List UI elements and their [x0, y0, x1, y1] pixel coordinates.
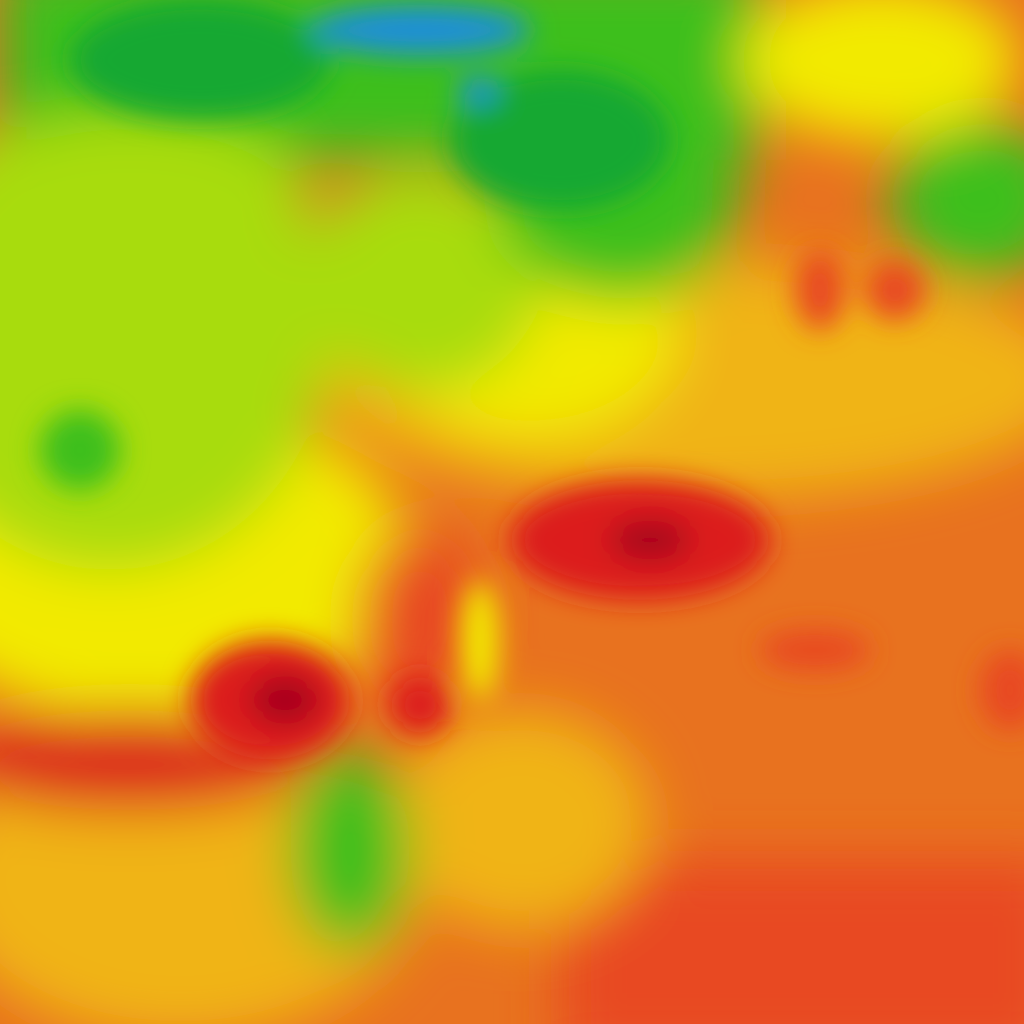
region-dark-red-sudan	[250, 675, 320, 725]
region-red-orange-arabian-sea	[760, 630, 870, 670]
region-green-east	[890, 120, 1024, 280]
region-dark-green-caspian	[450, 70, 670, 210]
region-red-orange-east	[980, 650, 1024, 730]
region-dark-green-north	[70, 0, 330, 120]
region-yellow-northeast	[740, 0, 1020, 140]
region-yellow-green-northwest	[0, 110, 310, 290]
region-blue-north	[310, 5, 530, 55]
region-yellow-green-levant	[300, 170, 540, 390]
region-light-orange-horn	[390, 710, 650, 930]
region-green-chad	[40, 410, 120, 490]
region-red-eritrea	[390, 675, 450, 735]
region-red-iran-2	[865, 260, 925, 320]
region-green-ethiopia	[290, 750, 410, 950]
region-red-orange-southeast	[560, 860, 1024, 1024]
region-dark-red-arabia	[610, 520, 690, 560]
region-blue-spot	[458, 76, 498, 104]
region-yellow-red-sea	[460, 580, 500, 700]
region-red-orange-eritrea	[360, 530, 480, 710]
region-red-iran	[795, 250, 845, 330]
